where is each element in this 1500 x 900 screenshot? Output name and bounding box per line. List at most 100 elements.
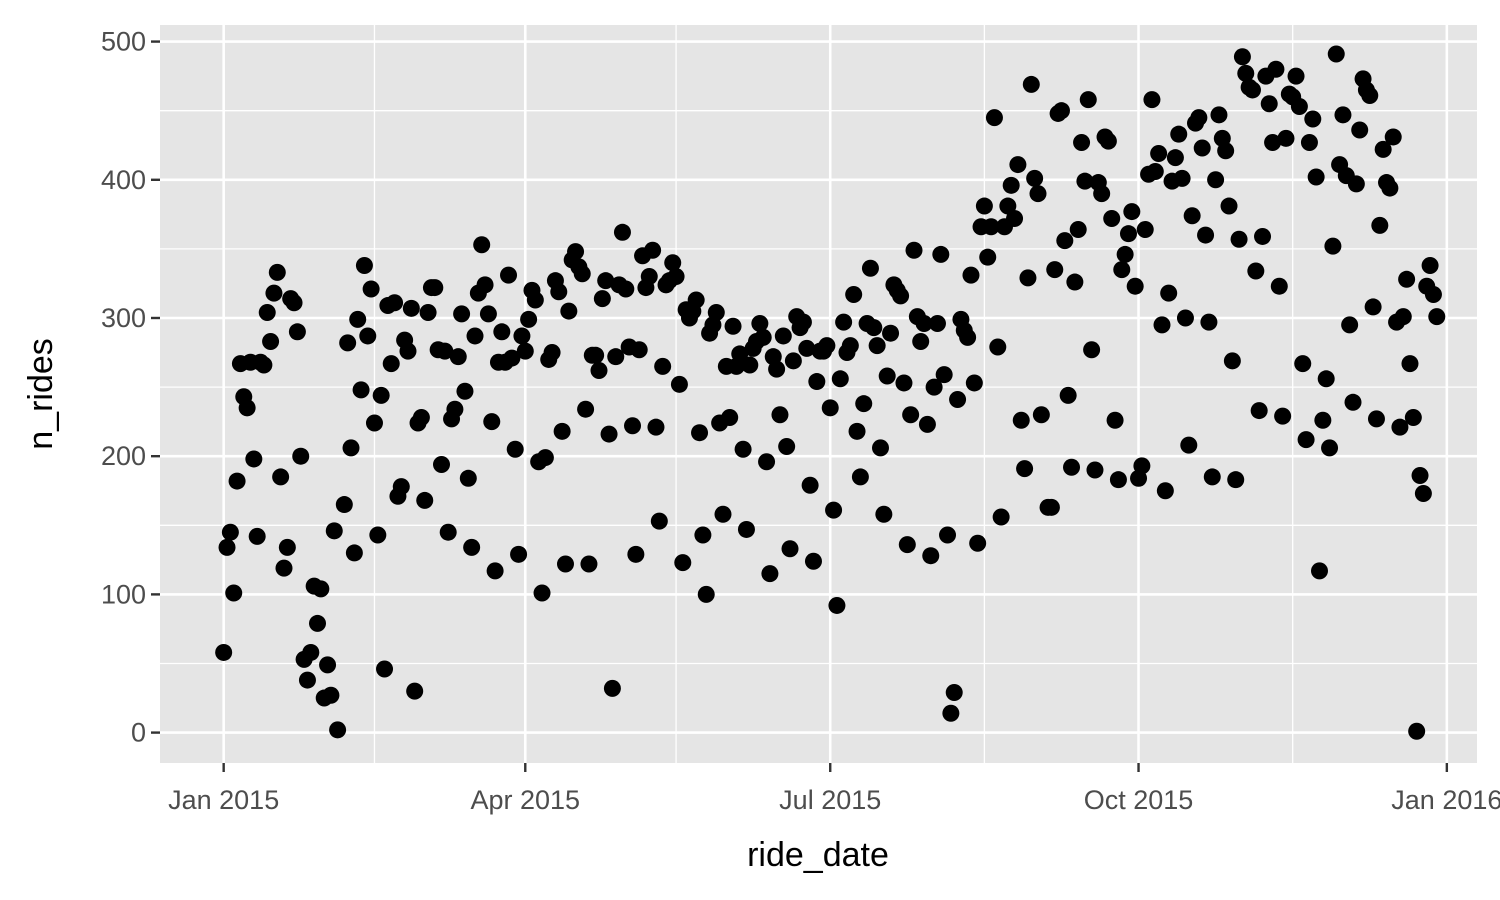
data-point bbox=[828, 596, 846, 614]
data-point bbox=[1247, 262, 1265, 280]
data-point bbox=[262, 332, 280, 350]
x-tick-label: Jul 2015 bbox=[779, 785, 881, 815]
data-point bbox=[1327, 45, 1345, 63]
data-point bbox=[556, 555, 574, 573]
data-point bbox=[1401, 355, 1419, 373]
y-tick-label: 400 bbox=[101, 165, 146, 195]
data-point bbox=[751, 315, 769, 333]
data-point bbox=[1424, 285, 1442, 303]
data-point bbox=[1160, 284, 1178, 302]
data-point bbox=[473, 236, 491, 254]
data-point bbox=[801, 476, 819, 494]
data-point bbox=[426, 279, 444, 297]
data-point bbox=[687, 291, 705, 309]
data-point bbox=[355, 256, 373, 274]
data-point bbox=[285, 294, 303, 312]
data-point bbox=[1374, 140, 1392, 158]
data-point bbox=[376, 660, 394, 678]
data-point bbox=[536, 449, 554, 467]
data-point bbox=[949, 391, 967, 409]
data-point bbox=[573, 265, 591, 283]
data-point bbox=[1143, 91, 1161, 109]
data-point bbox=[218, 538, 236, 556]
data-point bbox=[1210, 106, 1228, 124]
data-point bbox=[1022, 75, 1040, 93]
data-point bbox=[1113, 261, 1131, 279]
data-point bbox=[674, 554, 692, 572]
data-point bbox=[500, 266, 518, 284]
data-point bbox=[446, 400, 464, 418]
data-point bbox=[526, 291, 544, 309]
data-point bbox=[1166, 149, 1184, 167]
data-point bbox=[329, 721, 347, 739]
data-point bbox=[335, 496, 353, 514]
data-point bbox=[714, 505, 732, 523]
y-tick-label: 200 bbox=[101, 441, 146, 471]
data-point bbox=[238, 399, 256, 417]
data-point bbox=[1123, 203, 1141, 221]
data-point bbox=[1056, 232, 1074, 250]
data-point bbox=[1267, 60, 1285, 78]
y-tick-label: 100 bbox=[101, 579, 146, 609]
data-point bbox=[1294, 355, 1312, 373]
data-point bbox=[640, 268, 658, 286]
data-point bbox=[1411, 467, 1429, 485]
data-point bbox=[365, 414, 383, 432]
data-point bbox=[466, 327, 484, 345]
data-point bbox=[1334, 106, 1352, 124]
data-point bbox=[278, 538, 296, 556]
data-point bbox=[1012, 411, 1030, 429]
data-point bbox=[1180, 436, 1198, 454]
data-point bbox=[945, 684, 963, 702]
data-point bbox=[1002, 176, 1020, 194]
data-point bbox=[1086, 461, 1104, 479]
y-tick-label: 0 bbox=[131, 718, 146, 748]
data-point bbox=[1270, 277, 1288, 295]
data-point bbox=[432, 455, 450, 473]
data-point bbox=[758, 453, 776, 471]
data-point bbox=[288, 323, 306, 341]
data-point bbox=[1310, 562, 1328, 580]
data-point bbox=[902, 406, 920, 424]
data-point bbox=[1220, 197, 1238, 215]
data-point bbox=[647, 418, 665, 436]
data-point bbox=[825, 501, 843, 519]
data-point bbox=[892, 287, 910, 305]
data-point bbox=[272, 468, 290, 486]
data-point bbox=[1223, 352, 1241, 370]
data-point bbox=[1076, 172, 1094, 190]
data-point bbox=[1367, 410, 1385, 428]
data-point bbox=[667, 268, 685, 286]
data-point bbox=[1364, 298, 1382, 316]
data-point bbox=[1421, 256, 1439, 274]
x-axis-title: ride_date bbox=[747, 836, 889, 874]
data-point bbox=[392, 478, 410, 496]
data-point bbox=[928, 315, 946, 333]
data-point bbox=[697, 585, 715, 603]
data-point bbox=[607, 348, 625, 366]
data-point bbox=[841, 337, 859, 355]
data-point bbox=[1324, 237, 1342, 255]
data-point bbox=[1019, 269, 1037, 287]
data-point bbox=[1099, 132, 1117, 150]
data-point bbox=[510, 545, 528, 563]
data-point bbox=[845, 285, 863, 303]
data-point bbox=[577, 400, 595, 418]
data-point bbox=[476, 276, 494, 294]
data-point bbox=[939, 526, 957, 544]
data-point bbox=[459, 469, 477, 487]
data-point bbox=[486, 562, 504, 580]
data-point bbox=[1344, 393, 1362, 411]
data-point bbox=[221, 523, 239, 541]
data-point bbox=[895, 374, 913, 392]
data-point bbox=[1203, 468, 1221, 486]
y-tick-label: 500 bbox=[101, 27, 146, 57]
data-point bbox=[479, 305, 497, 323]
data-point bbox=[590, 362, 608, 380]
data-point bbox=[1341, 316, 1359, 334]
data-point bbox=[1361, 86, 1379, 104]
data-point bbox=[1119, 225, 1137, 243]
data-point bbox=[382, 355, 400, 373]
data-point bbox=[1398, 270, 1416, 288]
data-point bbox=[456, 382, 474, 400]
